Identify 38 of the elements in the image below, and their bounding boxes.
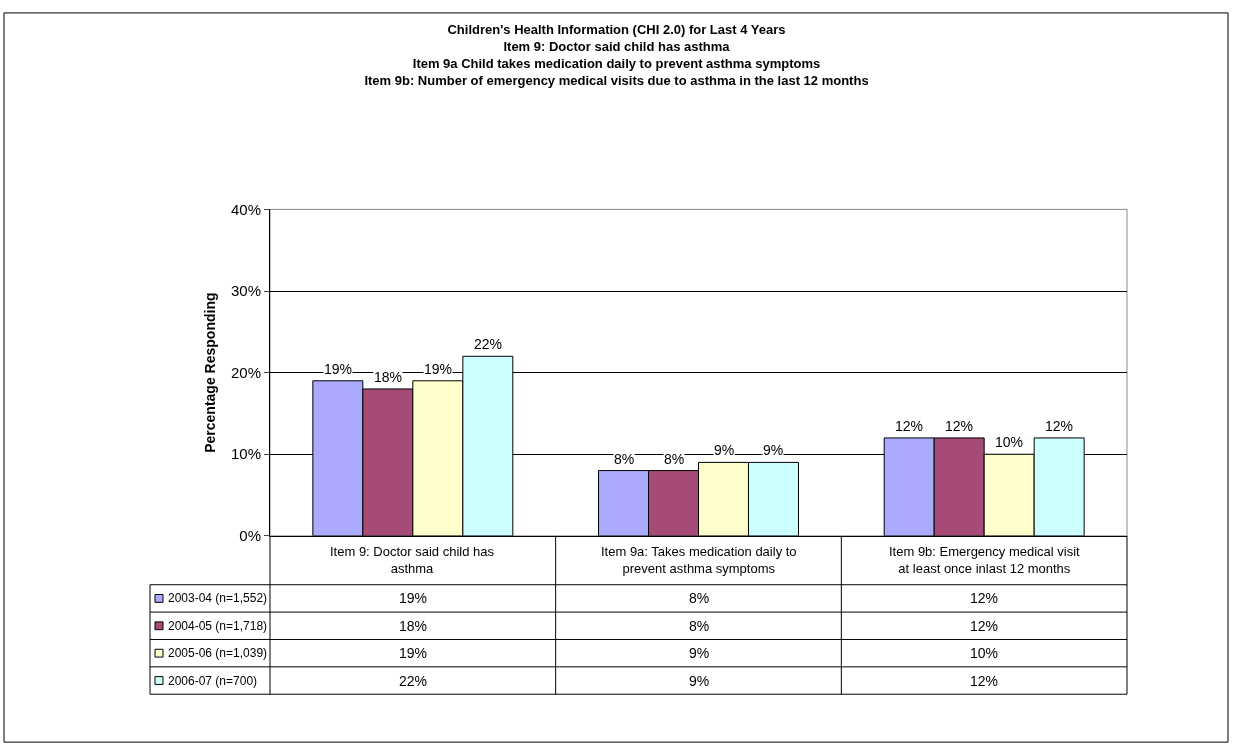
y-axis-title: Percentage Responding — [201, 292, 218, 453]
data-label: 9% — [689, 645, 710, 661]
data-label: 8% — [689, 618, 710, 634]
data-label: 18% — [399, 618, 428, 634]
x-tick-label: Item 9: Doctor said child has asthma — [330, 544, 495, 576]
text: 10% — [995, 434, 1024, 450]
text: 12% — [1045, 418, 1074, 434]
data-label: 12% — [970, 590, 999, 606]
y-tick-label: 40% — [230, 200, 261, 218]
data-label: 19% — [399, 590, 428, 606]
data-label: 8% — [689, 590, 710, 606]
data-label: 12% — [970, 618, 999, 634]
text: 8% — [614, 451, 635, 467]
data-label: 12% — [970, 673, 999, 689]
text: 12% — [895, 418, 924, 434]
text: 12% — [945, 418, 974, 434]
x-tick-label: Item 9b: Emergency medical visit at least once inlast 12 months — [889, 544, 1081, 576]
legend-label: 2003-04 (n=1,552) — [168, 591, 268, 605]
y-tick-label: 30% — [230, 282, 261, 300]
text: 18% — [374, 369, 403, 385]
x-tick-label: Item 9a: Takes medication daily to prevent asthma symptoms — [601, 544, 797, 576]
legend-label: 2006-07 (n=700) — [168, 674, 258, 688]
y-tick-label: 20% — [230, 363, 261, 381]
data-label: 19% — [399, 645, 428, 661]
text: 19% — [324, 361, 353, 377]
data-label: 10% — [970, 645, 999, 661]
legend-label: 2004-05 (n=1,718) — [168, 619, 268, 633]
text: 9% — [714, 442, 735, 458]
text: 9% — [763, 442, 784, 458]
text: 22% — [474, 336, 503, 352]
data-label: 22% — [399, 673, 428, 689]
chart-title: Children's Health Information (CHI 2.0) for Last 4 Years Item 9: Doctor said child has asthma Item 9a Child takes medication daily to prevent asthma symptoms Item 9b: Number of emergency medical visits due to asthma in the last 12 months — [364, 22, 869, 88]
y-tick-label: 10% — [230, 445, 261, 463]
text: 8% — [664, 451, 685, 467]
legend-label: 2005-06 (n=1,039) — [168, 646, 268, 660]
text: 19% — [424, 361, 453, 377]
data-label: 9% — [689, 673, 710, 689]
y-tick-label: 0% — [239, 527, 261, 545]
